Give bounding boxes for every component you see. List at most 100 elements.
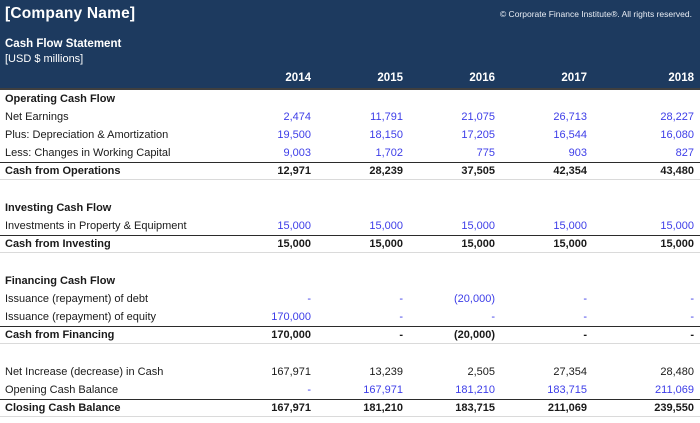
- row-label: Less: Changes in Working Capital: [5, 147, 171, 159]
- table-row: Investing Cash Flow: [0, 199, 700, 217]
- total-value-cell: 15,000: [553, 238, 587, 250]
- table-row: Closing Cash Balance 167,971 181,210 183,71…: [0, 399, 700, 417]
- total-value-cell: 42,354: [553, 165, 587, 177]
- value-cell[interactable]: 170,000: [271, 311, 311, 323]
- statement-title: Cash Flow Statement: [5, 38, 122, 50]
- row-label: Plus: Depreciation & Amortization: [5, 129, 169, 141]
- year-column-header: 2018: [668, 72, 694, 84]
- table-row: Financing Cash Flow: [0, 272, 700, 290]
- value-cell[interactable]: 181,210: [455, 384, 495, 396]
- value-cell[interactable]: 18,150: [369, 129, 403, 141]
- spacer-row: [0, 180, 700, 199]
- total-value-cell: 15,000: [369, 238, 403, 250]
- value-cell[interactable]: -: [307, 293, 311, 305]
- value-cell[interactable]: 903: [568, 147, 587, 159]
- table-row: Cash from Operations 12,971 28,239 37,505 42…: [0, 162, 700, 180]
- value-cell[interactable]: 15,000: [369, 220, 403, 232]
- value-cell[interactable]: 15,000: [461, 220, 495, 232]
- row-label: Cash from Investing: [5, 238, 111, 250]
- row-label: Net Earnings: [5, 111, 69, 123]
- value-cell[interactable]: 15,000: [660, 220, 694, 232]
- value-cell[interactable]: 775: [476, 147, 495, 159]
- value-cell[interactable]: 183,715: [547, 384, 587, 396]
- value-cell[interactable]: 9,003: [283, 147, 311, 159]
- value-cell: 2,505: [467, 366, 495, 378]
- total-value-cell: 181,210: [363, 402, 403, 414]
- value-cell[interactable]: 17,205: [461, 129, 495, 141]
- total-value-cell: 15,000: [277, 238, 311, 250]
- value-cell[interactable]: -: [690, 311, 694, 323]
- value-cell[interactable]: 28,227: [660, 111, 694, 123]
- value-cell[interactable]: -: [583, 311, 587, 323]
- row-label: Cash from Operations: [5, 165, 121, 177]
- total-value-cell: 167,971: [271, 402, 311, 414]
- value-cell[interactable]: 167,971: [363, 384, 403, 396]
- title-row: [Company Name] © Corporate Finance Insti…: [0, 5, 700, 31]
- year-column-header: 2014: [285, 72, 311, 84]
- section-heading: Financing Cash Flow: [5, 275, 116, 287]
- value-cell[interactable]: -: [690, 293, 694, 305]
- total-value-cell: 28,239: [369, 165, 403, 177]
- section-heading: Operating Cash Flow: [5, 93, 116, 105]
- year-column-header: 2017: [561, 72, 587, 84]
- year-column-header: 2016: [469, 72, 495, 84]
- total-value-cell: 211,069: [547, 402, 587, 414]
- table-row: Net Earnings 2,474 11,791 21,075 26,713 28,22…: [0, 108, 700, 126]
- value-cell[interactable]: -: [399, 311, 403, 323]
- total-value-cell: 170,000: [271, 329, 311, 341]
- value-cell[interactable]: 26,713: [553, 111, 587, 123]
- row-label: Cash from Financing: [5, 329, 115, 341]
- table-row: Less: Changes in Working Capital 9,003 1,7…: [0, 144, 700, 162]
- total-value-cell: -: [583, 329, 587, 341]
- value-cell[interactable]: 827: [675, 147, 694, 159]
- value-cell[interactable]: -: [583, 293, 587, 305]
- row-label: Opening Cash Balance: [5, 384, 119, 396]
- spacer-row: [0, 253, 700, 272]
- value-cell[interactable]: -: [491, 311, 495, 323]
- total-value-cell: 15,000: [461, 238, 495, 250]
- units-label: [USD $ millions]: [5, 53, 84, 65]
- table-row: Opening Cash Balance - 167,971 181,210 183,7…: [0, 381, 700, 399]
- value-cell[interactable]: 16,080: [660, 129, 694, 141]
- value-cell[interactable]: 19,500: [277, 129, 311, 141]
- table-row: Net Increase (decrease) in Cash 167,971 13…: [0, 363, 700, 381]
- value-cell[interactable]: (20,000): [454, 293, 495, 305]
- value-cell: 28,480: [660, 366, 694, 378]
- value-cell[interactable]: 15,000: [553, 220, 587, 232]
- total-value-cell: 37,505: [461, 165, 495, 177]
- table-row: Cash from Investing 15,000 15,000 15,000 15,…: [0, 235, 700, 253]
- value-cell[interactable]: 16,544: [553, 129, 587, 141]
- row-label: Closing Cash Balance: [5, 402, 121, 414]
- table-row: Issuance (repayment) of debt - - (20,000) - -: [0, 290, 700, 308]
- total-value-cell: 239,550: [654, 402, 694, 414]
- table-row: Investments in Property & Equipment 15,00…: [0, 217, 700, 235]
- value-cell[interactable]: 2,474: [283, 111, 311, 123]
- year-header-row: 2014 2015 2016 2017 2018: [0, 68, 700, 88]
- total-value-cell: 12,971: [277, 165, 311, 177]
- sheet-header: [Company Name] © Corporate Finance Insti…: [0, 0, 700, 90]
- value-cell: 27,354: [553, 366, 587, 378]
- value-cell[interactable]: 211,069: [655, 384, 694, 396]
- value-cell[interactable]: -: [307, 384, 311, 396]
- value-cell[interactable]: 11,791: [370, 111, 403, 123]
- value-cell: 13,239: [369, 366, 403, 378]
- total-value-cell: -: [690, 329, 694, 341]
- total-value-cell: 183,715: [455, 402, 495, 414]
- value-cell[interactable]: 1,702: [375, 147, 403, 159]
- table-row: Issuance (repayment) of equity 170,000 - - -…: [0, 308, 700, 326]
- value-cell[interactable]: 15,000: [277, 220, 311, 232]
- company-name: [Company Name]: [5, 5, 136, 22]
- sheet-body: Operating Cash Flow Net Earnings 2,474 11,7…: [0, 90, 700, 417]
- total-value-cell: 43,480: [660, 165, 694, 177]
- table-row: Plus: Depreciation & Amortization 19,500 1…: [0, 126, 700, 144]
- total-value-cell: (20,000): [454, 329, 495, 341]
- section-heading: Investing Cash Flow: [5, 202, 112, 214]
- total-value-cell: 15,000: [660, 238, 694, 250]
- value-cell[interactable]: -: [399, 293, 403, 305]
- row-label: Net Increase (decrease) in Cash: [5, 366, 164, 378]
- row-label: Issuance (repayment) of debt: [5, 293, 149, 305]
- value-cell[interactable]: 21,075: [461, 111, 495, 123]
- total-value-cell: -: [399, 329, 403, 341]
- value-cell: 167,971: [271, 366, 311, 378]
